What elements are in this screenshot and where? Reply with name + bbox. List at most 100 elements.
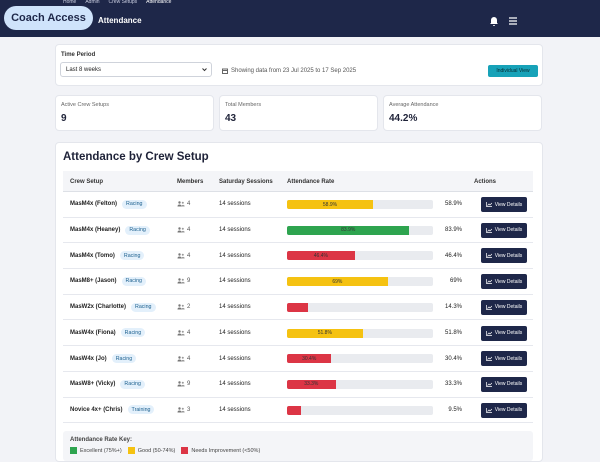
breadcrumb-item[interactable]: Crew Setups xyxy=(108,0,138,5)
crew-name: MasM4x (Felton) xyxy=(70,201,118,208)
view-details-button[interactable]: View Details xyxy=(481,351,527,367)
progress-track: 30.4% xyxy=(287,354,433,364)
rate-text: 14.3% xyxy=(444,304,462,311)
crew-name: MasW2x (Charlotte) xyxy=(70,304,127,311)
crew-tag: Racing xyxy=(119,251,145,261)
button-label: View Details xyxy=(494,227,523,234)
chart-icon xyxy=(485,407,492,413)
breadcrumb-item[interactable]: Admin xyxy=(85,0,100,5)
members-count: 9 xyxy=(187,381,191,388)
rate-text: 33.3% xyxy=(444,381,462,388)
key-item: Excellent (75%+) xyxy=(70,447,122,454)
stat-value: 43 xyxy=(225,113,237,124)
view-details-button[interactable]: View Details xyxy=(481,402,527,418)
progress-bar: 83.9% xyxy=(287,225,410,235)
view-details-button[interactable]: View Details xyxy=(481,222,527,238)
table-row: MasM4x (Tomo) Racing 4 14 sessions 46.4% … xyxy=(63,243,533,270)
table-row: MasM8+ (Jason) Racing 9 14 sessions 69% 6… xyxy=(63,269,533,295)
progress-bar: 69% xyxy=(287,277,388,287)
breadcrumb-item[interactable]: Attendance xyxy=(146,0,172,5)
period-select[interactable]: Last 8 weeks xyxy=(60,62,212,77)
sessions: 14 sessions xyxy=(219,406,251,413)
members-count: 4 xyxy=(187,201,191,208)
crew-name: MasM4x (Heaney) xyxy=(70,227,121,234)
chart-icon xyxy=(485,330,492,336)
view-details-button[interactable]: View Details xyxy=(481,248,527,264)
column-header: Crew Setup xyxy=(70,179,104,185)
button-label: View Details xyxy=(494,330,523,336)
crew-name: MasW4x (Fiona) xyxy=(70,329,116,336)
sessions: 14 sessions xyxy=(219,278,251,285)
progress-bar: 51.8% xyxy=(287,328,363,338)
view-details-button[interactable]: View Details xyxy=(481,325,527,341)
button-label: View Details xyxy=(494,304,523,311)
bar-label: 83.9% xyxy=(341,227,356,234)
logo[interactable]: Coach Access xyxy=(4,6,93,30)
column-header: Actions xyxy=(474,179,497,185)
bell-icon[interactable] xyxy=(489,16,499,26)
bar-label: 51.8% xyxy=(317,330,332,336)
members-count: 4 xyxy=(187,227,191,234)
progress-track: 33.3% xyxy=(287,379,433,389)
stat-label: Average Attendance xyxy=(389,102,439,108)
key-label: Good (50-74%) xyxy=(137,447,176,454)
members-icon xyxy=(177,304,185,310)
key-item: Good (50-74%) xyxy=(127,447,176,454)
crew-tag: Racing xyxy=(120,379,145,389)
button-label: View Details xyxy=(494,252,523,259)
range-text: Showing data from 23 Jul 2025 to 17 Sep … xyxy=(231,68,357,74)
top-nav xyxy=(0,0,600,37)
sessions: 14 sessions xyxy=(219,329,251,336)
crew-tag: Racing xyxy=(121,276,147,286)
select-value: Last 8 weeks xyxy=(66,67,102,73)
rate-text: 58.9% xyxy=(444,201,462,208)
progress-track xyxy=(287,302,433,312)
progress-bar xyxy=(287,302,308,312)
progress-bar: 58.9% xyxy=(287,200,373,209)
view-details-button[interactable]: View Details xyxy=(481,299,527,315)
progress-bar: 30.4% xyxy=(287,354,332,364)
menu-icon[interactable] xyxy=(508,16,518,26)
button-label: View Details xyxy=(494,355,523,362)
rate-text: 51.8% xyxy=(444,329,462,336)
view-details-button[interactable]: View Details xyxy=(481,376,527,392)
rate-text: 46.4% xyxy=(444,252,462,259)
table-row: MasW4x (Fiona) Racing 4 14 sessions 51.8%… xyxy=(63,321,533,347)
members-count: 9 xyxy=(187,278,191,285)
column-header: Members xyxy=(177,179,204,185)
rate-key xyxy=(63,431,533,461)
sessions: 14 sessions xyxy=(219,304,251,311)
bar-label: 58.9% xyxy=(322,201,338,208)
sessions: 14 sessions xyxy=(219,227,251,234)
view-details-button[interactable]: View Details xyxy=(481,274,527,290)
calendar-icon xyxy=(222,68,228,74)
crew-tag: Racing xyxy=(120,328,146,338)
sessions: 14 sessions xyxy=(219,381,251,388)
crew-tag: Racing xyxy=(131,302,156,312)
members-icon xyxy=(177,330,185,336)
button-label: View Details xyxy=(494,201,523,208)
chart-icon xyxy=(485,227,492,233)
members-icon xyxy=(177,355,185,362)
chart-icon xyxy=(485,381,492,387)
progress-bar xyxy=(287,405,301,415)
button-label: View Details xyxy=(494,278,523,285)
stat-value: 44.2% xyxy=(389,113,418,124)
view-details-button[interactable]: View Details xyxy=(481,197,527,212)
key-swatch xyxy=(70,447,77,454)
members-icon xyxy=(177,201,185,207)
stat-label: Total Members xyxy=(225,102,262,108)
crew-tag: Training xyxy=(127,405,155,415)
members-count: 4 xyxy=(187,252,191,259)
crew-tag: Racing xyxy=(111,354,137,364)
chart-icon xyxy=(485,253,492,259)
breadcrumb-item[interactable]: Home xyxy=(63,0,77,5)
table-row: MasW2x (Charlotte) Racing 2 14 sessions 1… xyxy=(63,295,533,321)
table-row: MasM4x (Felton) Racing 4 14 sessions 58.9… xyxy=(63,192,533,218)
button-label: View Details xyxy=(494,381,523,388)
table-row: Novice 4x+ (Chris) Training 3 14 sessions… xyxy=(63,398,533,424)
progress-track: 69% xyxy=(287,277,433,287)
individual-view-button[interactable]: Individual View xyxy=(488,65,538,77)
crew-name: MasM8+ (Jason) xyxy=(70,278,117,285)
